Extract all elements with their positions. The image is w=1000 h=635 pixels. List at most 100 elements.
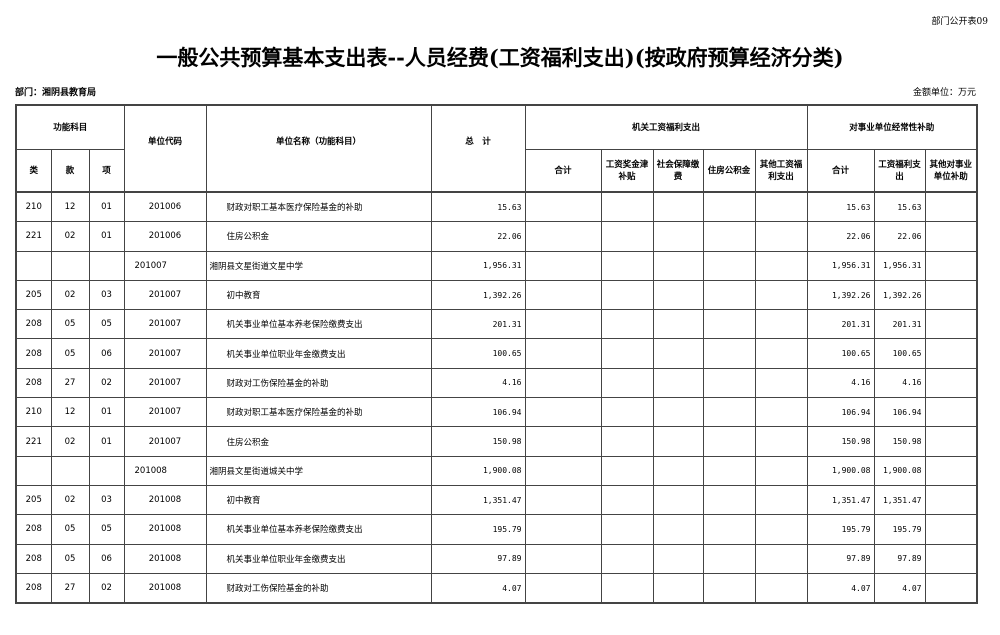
cell-name: 住房公积金 [205, 221, 432, 252]
cell-jg-other [754, 250, 808, 281]
cell-jg-wage [600, 250, 654, 281]
table-row: 201008 湘阴县文星街道城关中学 1,900.08 1,900.08 1,900.0… [15, 455, 978, 486]
header-jg-wage: 工资奖金津补贴 [600, 149, 654, 193]
cell-kuan [50, 455, 90, 486]
cell-jg-housing [702, 367, 756, 399]
cell-sy-sum: 195.79 [806, 514, 875, 545]
cell-sy-wage: 22.06 [873, 221, 926, 252]
cell-sy-other [924, 279, 978, 311]
cell-jg-social [652, 484, 704, 516]
cell-jg-other [754, 191, 808, 223]
cell-sy-other [924, 543, 978, 574]
cell-sy-wage: 1,900.08 [873, 455, 926, 486]
cell-total: 15.63 [430, 191, 526, 223]
table-row: 208 27 02 201008 财政对工伤保险基金的补助 4.07 4.07 4.07 [15, 572, 978, 604]
cell-name: 机关事业单位职业年金缴费支出 [205, 543, 432, 574]
table-row: 208 05 05 201008 机关事业单位基本养老保险缴费支出 195.79 195.7… [15, 514, 978, 545]
cell-jg-housing [702, 514, 756, 545]
cell-sy-wage: 106.94 [873, 397, 926, 428]
header-code: 单位代码 [123, 104, 207, 193]
cell-sy-wage: 4.07 [873, 572, 926, 604]
cell-total: 1,956.31 [430, 250, 526, 281]
cell-kuan: 27 [50, 572, 90, 604]
cell-jg-other [754, 338, 808, 369]
cell-name: 机关事业单位职业年金缴费支出 [205, 338, 432, 369]
cell-jg-wage [600, 338, 654, 369]
cell-sy-sum: 201.31 [806, 309, 875, 340]
cell-kuan: 02 [50, 221, 90, 252]
cell-total: 97.89 [430, 543, 526, 574]
cell-jg-social [652, 338, 704, 369]
cell-name: 机关事业单位基本养老保险缴费支出 [205, 514, 432, 545]
cell-jg-housing [702, 221, 756, 252]
cell-jg-other [754, 543, 808, 574]
cell-jg-wage [600, 191, 654, 223]
cell-xiang: 03 [88, 484, 125, 516]
cell-lei: 221 [15, 221, 52, 252]
cell-code: 201008 [123, 543, 207, 574]
cell-jg-social [652, 221, 704, 252]
cell-jg-social [652, 191, 704, 223]
cell-jg-social [652, 279, 704, 311]
cell-jg-wage [600, 426, 654, 457]
cell-jg-wage [600, 543, 654, 574]
cell-jg-sum [524, 279, 602, 311]
cell-lei: 208 [15, 309, 52, 340]
cell-sy-sum: 97.89 [806, 543, 875, 574]
cell-jg-other [754, 221, 808, 252]
cell-sy-other [924, 455, 978, 486]
cell-jg-sum [524, 426, 602, 457]
cell-jg-sum [524, 221, 602, 252]
cell-sy-wage: 97.89 [873, 543, 926, 574]
cell-sy-sum: 15.63 [806, 191, 875, 223]
cell-total: 1,900.08 [430, 455, 526, 486]
cell-total: 1,351.47 [430, 484, 526, 516]
cell-name: 住房公积金 [205, 426, 432, 457]
cell-total: 195.79 [430, 514, 526, 545]
cell-sy-other [924, 484, 978, 516]
cell-sy-sum: 1,900.08 [806, 455, 875, 486]
header-kuan: 款 [50, 149, 90, 193]
cell-xiang [88, 455, 125, 486]
cell-name: 初中教育 [205, 484, 432, 516]
cell-jg-wage [600, 279, 654, 311]
table-row: 208 05 05 201007 机关事业单位基本养老保险缴费支出 201.31 201.3… [15, 309, 978, 340]
table-row: 208 27 02 201007 财政对工伤保险基金的补助 4.16 4.16 4.16 [15, 367, 978, 399]
cell-lei: 208 [15, 367, 52, 399]
cell-total: 106.94 [430, 397, 526, 428]
table-row: 208 05 06 201007 机关事业单位职业年金缴费支出 100.65 100.65 1… [15, 338, 978, 369]
cell-xiang: 06 [88, 338, 125, 369]
table-row: 205 02 03 201008 初中教育 1,351.47 1,351.47 1,351.4… [15, 484, 978, 516]
cell-jg-social [652, 543, 704, 574]
cell-sy-wage: 195.79 [873, 514, 926, 545]
cell-code: 201007 [123, 250, 207, 281]
cell-lei: 205 [15, 279, 52, 311]
cell-jg-housing [702, 455, 756, 486]
cell-lei: 221 [15, 426, 52, 457]
page-title: 一般公共预算基本支出表--人员经费(工资福利支出)(按政府预算经济分类) [156, 45, 844, 70]
cell-name: 财政对职工基本医疗保险基金的补助 [205, 191, 432, 223]
cell-jg-housing [702, 191, 756, 223]
cell-sy-other [924, 221, 978, 252]
cell-jg-social [652, 572, 704, 604]
cell-sy-wage: 201.31 [873, 309, 926, 340]
cell-jg-other [754, 309, 808, 340]
header-lei: 类 [15, 149, 52, 193]
cell-jg-other [754, 455, 808, 486]
cell-xiang: 01 [88, 191, 125, 223]
cell-sy-other [924, 309, 978, 340]
header-sy-other: 其他对事业单位补助 [924, 149, 978, 193]
cell-code: 201007 [123, 397, 207, 428]
header-jg-other: 其他工资福利支出 [754, 149, 808, 193]
table-row: 205 02 03 201007 初中教育 1,392.26 1,392.26 1,392.2… [15, 279, 978, 311]
cell-code: 201007 [123, 309, 207, 340]
cell-jg-sum [524, 484, 602, 516]
cell-xiang: 01 [88, 426, 125, 457]
cell-code: 201007 [123, 426, 207, 457]
cell-lei: 208 [15, 514, 52, 545]
cell-jg-other [754, 367, 808, 399]
header-name: 单位名称（功能科目） [205, 104, 432, 193]
cell-total: 4.16 [430, 367, 526, 399]
cell-lei [15, 455, 52, 486]
cell-xiang: 01 [88, 221, 125, 252]
